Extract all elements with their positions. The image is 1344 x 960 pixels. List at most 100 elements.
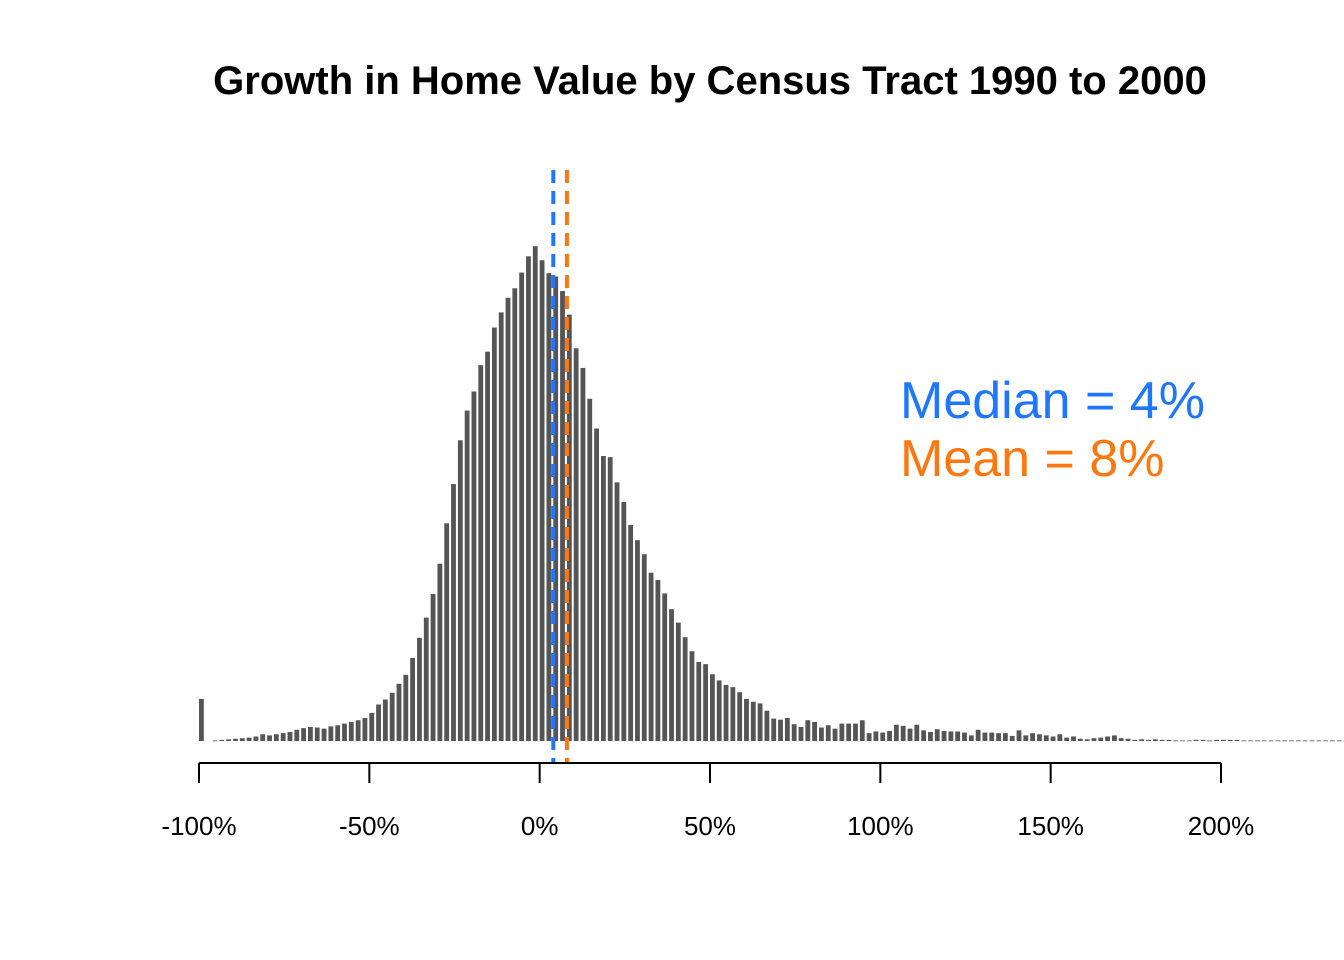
histogram-bar: [771, 718, 777, 741]
histogram-bar: [805, 720, 811, 741]
histogram-bar: [955, 731, 961, 741]
histogram-bar: [866, 733, 872, 741]
chart-title: Growth in Home Value by Census Tract 199…: [213, 59, 1207, 103]
annotations: Median = 4%Mean = 8%: [900, 372, 1205, 488]
x-tick-label: 0%: [521, 811, 559, 841]
histogram-bar: [1023, 735, 1029, 741]
histogram-bar: [1071, 736, 1076, 741]
histogram-bar: [675, 622, 681, 741]
histogram-bar: [1241, 740, 1247, 742]
histogram-bar: [934, 729, 940, 741]
x-tick-label: 200%: [1188, 811, 1255, 841]
histogram-bar: [1193, 739, 1199, 741]
histogram-bar: [267, 735, 272, 741]
histogram-bar: [328, 726, 334, 741]
histogram-bar: [273, 734, 279, 741]
histogram-bar: [812, 721, 818, 741]
histogram-bar: [1125, 738, 1131, 741]
histogram-bar: [1132, 739, 1138, 741]
histogram-bar: [260, 734, 266, 741]
histogram-bar: [1064, 737, 1070, 741]
histogram-bar: [369, 712, 375, 741]
histogram-bar: [839, 723, 845, 741]
histogram-bar: [355, 720, 361, 741]
histogram-bar: [1282, 740, 1288, 742]
histogram-bar: [846, 723, 852, 741]
histogram-bar: [996, 733, 1001, 741]
histogram-bar: [873, 731, 879, 741]
histogram-bar: [893, 724, 899, 741]
histogram-bar: [417, 637, 422, 741]
histogram-bar: [587, 398, 593, 741]
histogram-bar: [253, 736, 259, 741]
histogram-bar: [784, 718, 790, 741]
histogram-bar: [485, 351, 490, 741]
histogram-bar: [798, 726, 804, 741]
histogram-bar: [1255, 740, 1260, 742]
histogram-bar: [526, 256, 531, 741]
histogram-bar: [335, 725, 341, 741]
reference-lines: [551, 170, 569, 763]
histogram-bar: [594, 428, 599, 741]
histogram-bar: [1146, 739, 1151, 741]
histogram-bar: [491, 327, 497, 741]
histogram-bar: [505, 297, 511, 741]
histogram-bar: [600, 456, 606, 741]
histogram-bar: [1268, 740, 1274, 742]
histogram-bar: [1330, 740, 1335, 742]
histogram-bar: [1295, 740, 1301, 742]
histogram-bar: [819, 727, 824, 741]
histogram-bar: [1234, 739, 1240, 741]
histogram-bar: [532, 246, 538, 741]
histogram-bar: [451, 484, 456, 741]
histogram-bar: [1091, 738, 1097, 741]
histogram-bar: [512, 288, 518, 741]
histogram-bar: [730, 687, 736, 741]
histogram-bar: [921, 730, 927, 741]
histogram-bar: [444, 523, 450, 741]
histogram-bar: [669, 609, 674, 741]
histogram-bar: [1261, 740, 1267, 742]
histogram-bar: [1009, 735, 1015, 741]
histogram-bar: [342, 723, 347, 741]
histogram-bar: [791, 724, 797, 741]
histogram-bar: [962, 732, 967, 741]
histogram-bar: [410, 657, 416, 741]
histogram-bar: [859, 720, 865, 741]
histogram-bar: [757, 703, 763, 741]
histogram-bar: [362, 718, 368, 741]
histogram-bar: [628, 525, 634, 741]
histogram-bar: [478, 365, 484, 741]
histogram-bar: [1152, 739, 1158, 741]
histogram-bar: [1077, 738, 1083, 741]
histogram-bar: [900, 725, 906, 741]
histogram-bar: [655, 579, 661, 741]
x-tick-label: -50%: [339, 811, 400, 841]
histogram-bar: [703, 664, 708, 741]
histogram-bar: [437, 563, 443, 741]
histogram-bar: [314, 727, 320, 741]
histogram-bar: [1186, 740, 1192, 742]
histogram-bar: [1098, 737, 1104, 741]
median-annotation: Median = 4%: [900, 372, 1205, 430]
histogram-bar: [1016, 730, 1022, 741]
histogram-bar: [321, 728, 327, 741]
histogram-bar: [1200, 739, 1206, 741]
histogram-bar: [832, 728, 838, 741]
histogram-bar: [716, 680, 722, 741]
histogram-bar: [423, 617, 429, 741]
histogram-bar: [941, 730, 947, 741]
histogram-bar: [689, 651, 695, 741]
histogram-bar: [682, 637, 688, 741]
histogram-bar: [546, 273, 552, 741]
histogram-bar: [1166, 739, 1172, 741]
histogram-bar: [825, 725, 831, 741]
histogram-bar: [641, 554, 647, 741]
histogram-bar: [566, 314, 572, 741]
histogram-bar: [737, 692, 743, 741]
histogram-bar: [1302, 740, 1308, 742]
histogram-bar: [948, 731, 954, 741]
histogram-bar: [989, 732, 995, 741]
histogram-bar: [471, 391, 477, 741]
